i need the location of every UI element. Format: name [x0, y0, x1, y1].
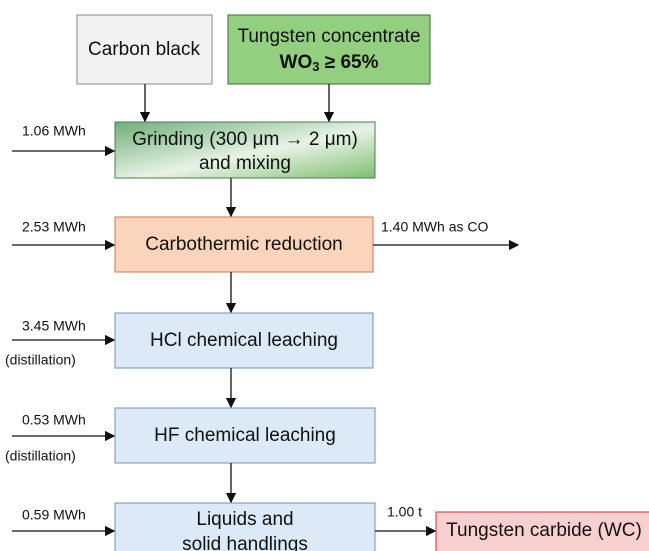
box	[114, 312, 374, 369]
node-label: and mixing	[199, 153, 291, 174]
input-note: (distillation)	[5, 352, 76, 368]
node-label: Grinding (300 μm → 2 μm)	[132, 129, 358, 150]
input-label: 3.45 MWh	[22, 318, 86, 334]
box	[114, 121, 376, 179]
subscript: 3	[312, 59, 319, 74]
formula: WO	[280, 52, 313, 73]
output-label: 1.00 t	[387, 504, 422, 520]
input-label: 0.59 MWh	[22, 507, 86, 523]
node-label: Liquids and	[196, 509, 293, 530]
node-label: Carbon black	[88, 39, 200, 60]
input-label: 0.53 MWh	[22, 412, 86, 428]
node-label: HF chemical leaching	[154, 425, 336, 446]
formula: WO3 ≥ 65%	[280, 52, 379, 74]
input-label: 2.53 MWh	[22, 219, 86, 235]
node-label: Carbothermic reduction	[145, 234, 342, 255]
box	[76, 14, 213, 85]
node-label: solid handlings	[182, 534, 308, 551]
input-label: 1.06 MWh	[22, 123, 86, 139]
condition: ≥ 65%	[319, 52, 378, 73]
box	[114, 502, 376, 551]
node-label: Tungsten carbide (WC)	[446, 520, 642, 541]
input-note: (distillation)	[5, 448, 76, 464]
node-label: Tungsten concentrate	[237, 26, 420, 47]
box	[227, 14, 431, 85]
box	[435, 511, 649, 551]
box	[114, 216, 374, 273]
node-label: HCl chemical leaching	[150, 330, 338, 351]
output-label: 1.40 MWh as CO	[381, 219, 488, 235]
box	[114, 407, 376, 464]
